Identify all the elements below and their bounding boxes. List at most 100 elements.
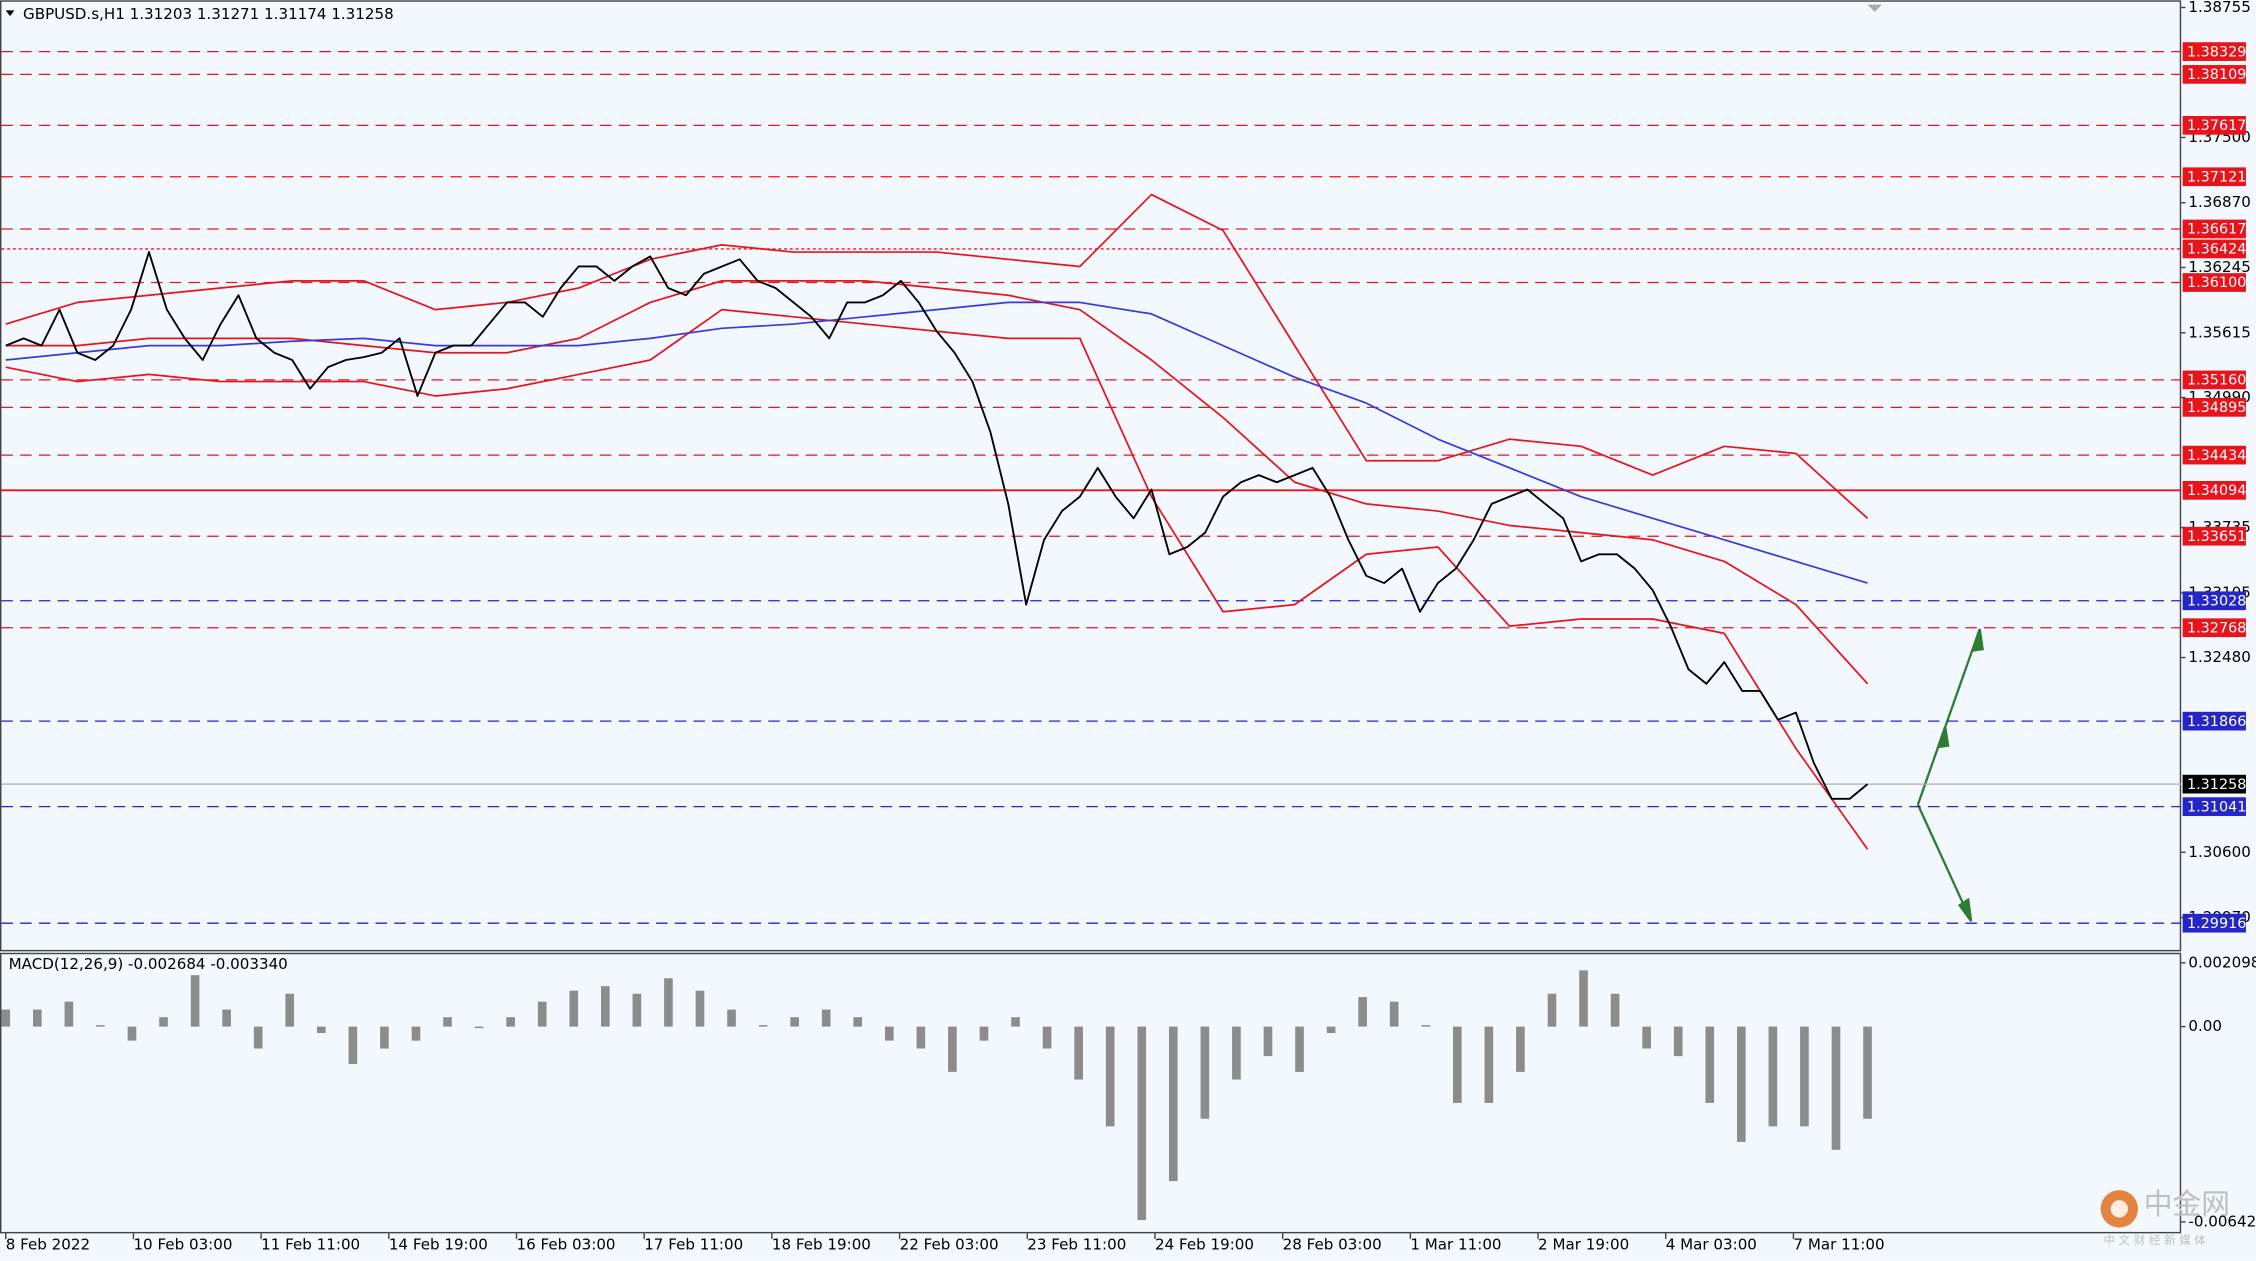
down-arrow-head [1957,897,1973,922]
up-arrow-mid-head [1936,726,1950,749]
level-label: 1.37121 [2187,169,2246,185]
macd-bar [190,975,200,1027]
level-label-box [2182,445,2246,465]
level-label: 1.32768 [2187,620,2246,636]
level-label-box [2182,116,2246,135]
macd-bar [695,990,705,1027]
macd-bar [1673,1026,1683,1057]
x-tick-label: 17 Feb 11:00 [644,1235,743,1253]
y-tick-label: 1.35615 [2188,323,2250,341]
macd-bar [1800,1026,1809,1127]
macd-bar [1232,1026,1241,1080]
macd-bar [727,1009,736,1027]
x-tick-label: 28 Feb 03:00 [1283,1235,1382,1253]
macd-bar [316,1026,326,1033]
macd-bar [569,990,579,1027]
level-label: 1.34434 [2187,448,2246,464]
macd-bar [1042,1026,1052,1049]
macd-bar [1326,1026,1336,1033]
watermark: 中金网 [2144,1187,2230,1221]
x-tick-label: 18 Feb 19:00 [772,1235,871,1253]
level-label: 1.37617 [2187,118,2246,134]
macd-bar [1074,1026,1083,1080]
level-label: 1.38109 [2187,67,2246,83]
x-tick-label: 16 Feb 03:00 [517,1235,616,1253]
x-tick-label: 4 Mar 03:00 [1666,1235,1757,1253]
x-tick-label: 23 Feb 11:00 [1027,1235,1126,1253]
x-tick-label: 1 Mar 11:00 [1410,1235,1501,1253]
y-tick-label: 1.32480 [2188,648,2250,666]
watermark-logo-inner [2110,1200,2128,1218]
macd-bar [537,1001,547,1027]
x-tick-label: 10 Feb 03:00 [133,1235,232,1253]
up-arrow-head [1970,628,1984,653]
level-label: 1.36100 [2187,275,2246,291]
macd-bar [474,1026,484,1029]
macd-bar [884,1026,894,1041]
macd-bar [1579,970,1588,1027]
macd-bar [821,1009,831,1027]
watermark-subtitle: 中 文 财 经 新 媒 体 [2103,1233,2206,1247]
level-label-box [2182,42,2246,61]
macd-bar [1421,1025,1431,1027]
macd-bar [758,1025,768,1027]
level-label: 1.31258 [2187,777,2246,793]
macd-bar [948,1026,957,1072]
level-label-box [2182,219,2246,239]
macd-bar [853,1017,863,1027]
macd-bar [1610,993,1620,1027]
price-line [5,251,1869,800]
macd-bar [96,1025,105,1027]
level-label-box [2182,774,2246,794]
macd-bar [1105,1026,1115,1127]
level-label-box [2182,398,2246,417]
level-label: 1.38329 [2187,44,2246,60]
macd-bar [1,1009,11,1027]
macd-bar [32,1009,42,1027]
level-label: 1.33651 [2187,529,2246,545]
level-label-box [2182,273,2246,292]
macd-bar [64,1001,74,1027]
macd-bar [632,993,642,1027]
macd-y-tick-label: 0.002098 [2188,953,2256,971]
level-label: 1.33028 [2187,593,2246,609]
macd-bar [1011,1017,1020,1027]
collapse-icon [5,10,15,17]
level-label-box [2182,618,2246,638]
level-label-box [2182,913,2246,933]
macd-y-tick-label: -0.006421 [2188,1212,2256,1230]
macd-bar [1736,1026,1746,1142]
macd-bar [1516,1026,1525,1072]
level-label-box [2182,797,2246,816]
x-tick-label: 24 Feb 19:00 [1155,1235,1254,1253]
macd-bar [253,1026,263,1049]
macd-bar [1484,1026,1494,1103]
macd-bar [1642,1026,1651,1049]
chart-title: GBPUSD.s,H1 1.31203 1.31271 1.31174 1.31… [23,5,394,23]
macd-bar [506,1017,515,1027]
level-label-box [2182,711,2246,731]
macd-label: MACD(12,26,9) -0.002684 -0.003340 [9,955,288,973]
y-tick-label: 1.30600 [2188,843,2250,861]
macd-bar [380,1026,389,1049]
macd-bar [790,1017,799,1027]
macd-bar [348,1026,358,1065]
macd-bar [1263,1026,1273,1057]
level-label-box [2182,591,2246,611]
macd-bar [443,1017,452,1027]
macd-bar [159,1017,168,1027]
level-label: 1.34895 [2187,400,2246,416]
x-tick-label: 11 Feb 11:00 [261,1235,360,1253]
level-label: 1.31866 [2187,714,2246,730]
indicator-line [5,193,1869,519]
macd-bar [1705,1026,1715,1103]
y-tick-label: 1.36870 [2188,193,2250,211]
macd-bar [1452,1026,1462,1103]
level-label-box [2182,370,2246,390]
macd-bar [222,1009,231,1027]
macd-y-tick-label: 0.00 [2188,1017,2222,1035]
macd-bar [1389,1001,1399,1027]
macd-bar [1168,1026,1178,1182]
